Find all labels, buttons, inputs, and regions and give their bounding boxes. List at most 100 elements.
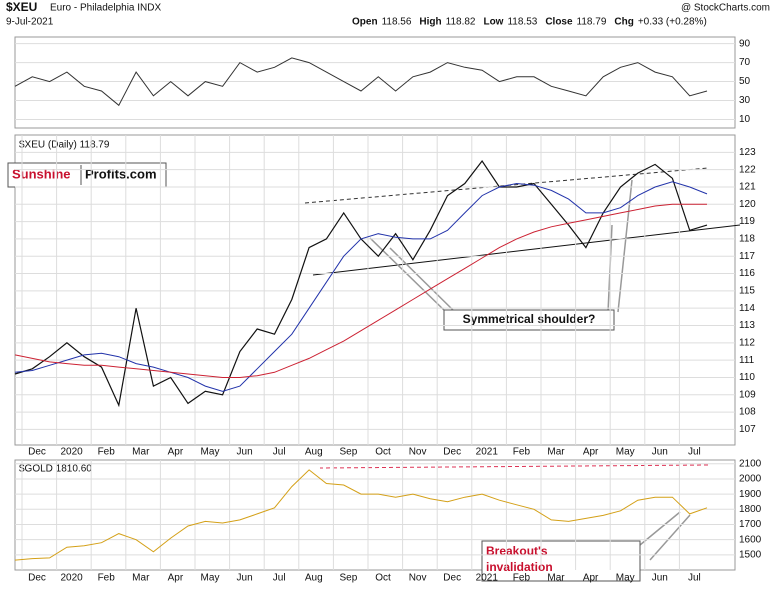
y-tick-label: 117: [739, 251, 755, 262]
logo-left: Sunshine: [12, 166, 71, 181]
y-tick-label: 122: [739, 164, 756, 175]
x-tick-label: Apr: [168, 573, 184, 584]
x-tick-label: Jun: [237, 573, 253, 584]
x-tick-label: May: [201, 573, 220, 584]
x-tick-label: Jul: [273, 447, 286, 458]
x-tick-label: Jul: [688, 447, 701, 458]
x-tick-label: Aug: [305, 573, 323, 584]
y-tick-label: 113: [739, 320, 755, 331]
annotation: Symmetrical shoulder?: [463, 312, 596, 326]
quote-value: +0.33 (+0.28%): [638, 17, 707, 28]
quote-value: 118.79: [577, 17, 607, 28]
x-tick-label: Jul: [273, 573, 286, 584]
x-tick-label: Feb: [513, 573, 531, 584]
x-tick-label: Sep: [340, 447, 358, 458]
source: @ StockCharts.com: [681, 3, 770, 14]
y-tick-label: 1600: [739, 534, 762, 545]
x-tick-label: Mar: [547, 447, 565, 458]
gold-annotation-box: [481, 540, 641, 582]
x-tick-label: 2021: [476, 447, 499, 458]
x-tick-label: Feb: [98, 573, 116, 584]
y-tick-label: 118: [739, 234, 755, 245]
quote-key: Close: [545, 17, 573, 28]
upper-trendline: [304, 167, 709, 204]
rsi-frame: [14, 36, 736, 129]
y-tick-label: 50: [739, 76, 751, 87]
y-tick-label: 1500: [739, 549, 762, 560]
symbol: $XEU: [6, 0, 37, 14]
y-tick-label: 123: [739, 147, 756, 158]
x-tick-label: Jun: [652, 573, 668, 584]
x-tick-label: Apr: [168, 447, 184, 458]
gold-annotation: Breakout's invalidation: [486, 544, 553, 574]
x-tick-label: Mar: [132, 573, 150, 584]
quote-value: 118.53: [507, 17, 537, 28]
x-tick-label: Jun: [237, 447, 253, 458]
quote-key: High: [419, 17, 441, 28]
y-tick-label: 116: [739, 268, 755, 279]
x-tick-label: Feb: [513, 447, 531, 458]
x-tick-label: Nov: [409, 573, 427, 584]
y-tick-label: 107: [739, 424, 756, 435]
x-tick-label: Mar: [547, 573, 565, 584]
annotation-box: [443, 309, 615, 331]
y-tick-label: 30: [739, 95, 751, 106]
quote-key: Low: [483, 17, 503, 28]
y-tick-label: 120: [739, 199, 756, 210]
y-tick-label: 1900: [739, 489, 762, 500]
y-tick-label: 110: [739, 372, 755, 383]
x-tick-label: Jun: [652, 447, 668, 458]
x-tick-label: May: [616, 573, 635, 584]
x-tick-label: May: [201, 447, 220, 458]
y-tick-label: 112: [739, 337, 755, 348]
x-tick-label: 2020: [60, 573, 83, 584]
x-tick-label: Feb: [98, 447, 116, 458]
lower-trendline: [312, 224, 741, 276]
y-tick-label: 109: [739, 389, 756, 400]
panel-label: $XEU (Daily) 118.79: [19, 140, 110, 151]
quote-value: 118.56: [382, 17, 412, 28]
x-tick-label: Dec: [443, 447, 461, 458]
panel-label: $GOLD 1810.60: [19, 464, 92, 475]
y-tick-label: 1800: [739, 504, 762, 515]
price-frame: [14, 134, 736, 446]
x-tick-label: 2020: [60, 447, 83, 458]
logo-right: Profits.com: [85, 166, 157, 181]
x-tick-label: Apr: [583, 573, 599, 584]
y-tick-label: 111: [739, 355, 755, 366]
series-line: [14, 159, 708, 408]
x-tick-label: May: [616, 447, 635, 458]
arrows: [369, 179, 691, 561]
quote-key: Chg: [614, 17, 633, 28]
x-tick-label: 2021: [476, 573, 499, 584]
logo-box: [7, 162, 167, 188]
y-tick-label: 2000: [739, 474, 762, 485]
series-line: [14, 203, 707, 378]
y-tick-label: 2100: [739, 458, 762, 469]
x-tick-label: Aug: [305, 447, 323, 458]
x-tick-label: Dec: [28, 447, 46, 458]
x-tick-label: Mar: [132, 447, 150, 458]
gold-trendline: [319, 464, 709, 469]
series-line: [14, 469, 708, 561]
y-tick-label: 90: [739, 38, 751, 49]
x-tick-label: Apr: [583, 447, 599, 458]
series-line: [14, 181, 708, 392]
symbol-name: Euro - Philadelphia INDX: [50, 3, 161, 14]
x-tick-label: Sep: [340, 573, 358, 584]
date: 9-Jul-2021: [6, 17, 54, 28]
y-tick-label: 70: [739, 57, 751, 68]
y-tick-label: 10: [739, 114, 751, 125]
x-tick-label: Jul: [688, 573, 701, 584]
x-tick-label: Oct: [375, 447, 391, 458]
quote: Open 118.56 High 118.82 Low 118.53 Close 118.79…: [352, 17, 707, 28]
x-tick-label: Nov: [409, 447, 427, 458]
x-tick-label: Dec: [443, 573, 461, 584]
x-tick-label: Dec: [28, 573, 46, 584]
series-line: [14, 57, 708, 107]
gold-frame: [14, 459, 736, 571]
y-tick-label: 115: [739, 286, 755, 297]
y-tick-label: 121: [739, 182, 756, 193]
y-tick-label: 1700: [739, 519, 762, 530]
